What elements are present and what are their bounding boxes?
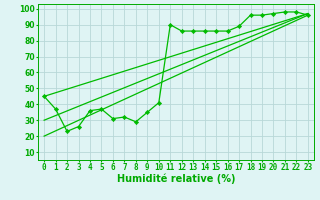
X-axis label: Humidité relative (%): Humidité relative (%) (117, 173, 235, 184)
